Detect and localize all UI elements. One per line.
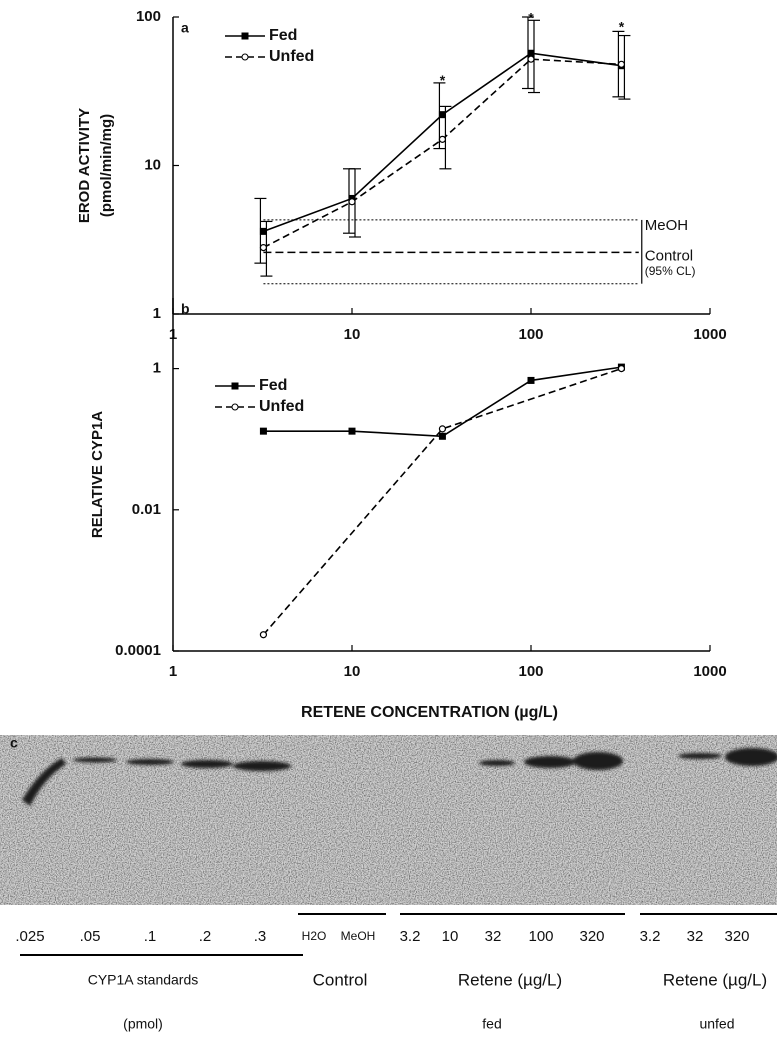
y-tick-label: 0.01 [132, 501, 161, 518]
x-tick-label: 100 [518, 326, 543, 343]
x-tick-label: 1 [169, 663, 177, 680]
control-label: MeOH [645, 217, 688, 234]
lane-label: 3.2 [400, 928, 421, 945]
y-axis-label: EROD ACTIVITY [76, 108, 93, 223]
band [725, 748, 777, 766]
annotation: * [528, 10, 534, 26]
lane-label: MeOH [341, 929, 376, 943]
x-tick-label: 10 [344, 326, 361, 343]
y-tick-label: 1 [153, 360, 161, 377]
lane-label: 320 [579, 928, 604, 945]
band [73, 758, 117, 763]
lane-label: .05 [80, 928, 101, 945]
marker [260, 245, 266, 251]
group-sublabel: unfed [699, 1016, 734, 1032]
y-tick-label: 1 [153, 305, 161, 322]
legend-marker [232, 404, 238, 410]
lane-label: H2O [302, 929, 327, 943]
lane-label: 10 [442, 928, 459, 945]
y-tick-label: 10 [144, 156, 161, 173]
marker [439, 433, 446, 440]
lane-label: 32 [687, 928, 704, 945]
marker [618, 366, 624, 372]
legend-label: Unfed [259, 398, 304, 415]
panel-label: a [181, 20, 189, 36]
x-tick-label: 1000 [693, 326, 726, 343]
legend-label: Unfed [269, 48, 314, 65]
marker [618, 61, 624, 67]
group-sublabel: (pmol) [123, 1016, 163, 1032]
band [126, 759, 174, 765]
group-label: CYP1A standards [88, 972, 199, 988]
group-label: Retene (µg/L) [458, 970, 562, 989]
panel-label: c [10, 735, 18, 751]
control-label: (95% CL) [645, 264, 696, 278]
lane-label: .2 [199, 928, 212, 945]
group-lines [20, 914, 777, 955]
y-tick-label: 0.0001 [115, 642, 161, 659]
x-tick-label: 1000 [693, 663, 726, 680]
lane-label: 3.2 [640, 928, 661, 945]
band [233, 761, 291, 771]
marker [439, 136, 445, 142]
series-line [263, 369, 621, 635]
band [524, 756, 576, 768]
x-tick-label: 10 [344, 663, 361, 680]
x-tick-label: 100 [518, 663, 543, 680]
marker [349, 199, 355, 205]
lane-label: .1 [144, 928, 157, 945]
y-axis-label: RELATIVE CYP1A [89, 411, 106, 538]
figure: 1 10 100 1000 1 10 100 a EROD ACTIVITY (pmol/min/… [0, 0, 777, 1048]
marker [260, 428, 267, 435]
lane-label: .3 [254, 928, 267, 945]
lane-label: 100 [528, 928, 553, 945]
y-axis-label: (pmol/min/mg) [98, 114, 115, 217]
lane-labels: .025 .05 .1 .2 .3 H2O MeOH 3.2 10 32 100 320 3.2 32 32… [15, 928, 749, 945]
group-label: Control [313, 970, 368, 989]
lane-label: .025 [15, 928, 44, 945]
legend-label: Fed [269, 27, 297, 44]
y-tick-label: 100 [136, 8, 161, 25]
charts: 1 10 100 1000 1 10 100 a EROD ACTIVITY (pmol/min/… [76, 8, 727, 721]
marker [528, 56, 534, 62]
control-label: Control [645, 247, 693, 264]
legend-marker [232, 383, 239, 390]
panel-label: b [181, 301, 190, 317]
legend-marker [242, 54, 248, 60]
marker [439, 426, 445, 432]
legend-marker [242, 33, 249, 40]
band [181, 760, 233, 768]
western-blot: c .025 .05 .1 .2 .3 H2O MeOH 3.2 10 32 100 320 3.2 32… [0, 735, 777, 1032]
lane-label: 320 [724, 928, 749, 945]
marker [528, 377, 535, 384]
group-label: Retene (µg/L) [663, 970, 767, 989]
marker [349, 428, 356, 435]
annotation: * [619, 19, 625, 35]
annotation: * [440, 72, 446, 88]
band [479, 760, 515, 766]
x-axis-label: RETENE CONCENTRATION (µg/L) [301, 704, 558, 721]
band [678, 753, 722, 759]
band [573, 752, 623, 770]
lane-label: 32 [485, 928, 502, 945]
legend-label: Fed [259, 377, 287, 394]
marker [260, 632, 266, 638]
group-sublabel: fed [482, 1016, 501, 1032]
